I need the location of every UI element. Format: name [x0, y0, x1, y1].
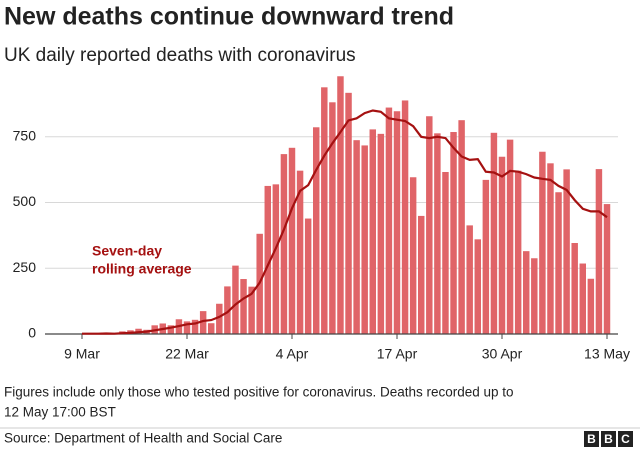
bar [313, 127, 320, 334]
bar [409, 177, 417, 334]
bar [345, 92, 352, 334]
bar [329, 102, 336, 334]
bar [426, 116, 433, 335]
bar [490, 132, 498, 334]
bar [563, 169, 570, 334]
bar [377, 133, 385, 334]
bar [288, 147, 296, 334]
bar [587, 278, 595, 334]
bar [498, 156, 506, 334]
bar [418, 215, 425, 334]
bar [531, 258, 538, 334]
note: 12 May 17:00 BST [4, 405, 116, 420]
bar [579, 263, 586, 334]
bar [434, 133, 441, 334]
y-tick-label: 750 [13, 127, 37, 143]
bar [337, 76, 344, 334]
x-tick-label: 4 Apr [276, 346, 309, 362]
logo: B B C [584, 431, 633, 447]
bar [232, 265, 239, 334]
bar [393, 111, 401, 334]
logo-box [584, 431, 599, 447]
bar [264, 185, 271, 334]
bar [240, 279, 247, 334]
bar [482, 179, 490, 334]
bar [224, 286, 231, 334]
bar [208, 323, 215, 334]
bar [248, 286, 255, 334]
annotation: Seven-day [92, 243, 162, 259]
bar [442, 171, 449, 334]
annotation: rolling average [92, 261, 192, 277]
bar [401, 100, 409, 335]
x-tick-label: 17 Apr [377, 346, 418, 362]
bar [595, 169, 603, 334]
bar [199, 311, 207, 334]
bar [216, 303, 223, 334]
bar [304, 218, 312, 334]
bar [369, 129, 376, 334]
bar [296, 170, 304, 334]
logo-letter: C [621, 432, 630, 446]
bar [523, 251, 530, 334]
bar [272, 184, 280, 334]
chart-subtitle: UK daily reported deaths with coronaviru… [4, 45, 356, 66]
bar [450, 132, 457, 334]
bar [361, 145, 368, 334]
bar [539, 151, 546, 334]
bar [506, 139, 514, 334]
bar [321, 87, 328, 334]
bar [183, 321, 191, 334]
logo-box [618, 431, 633, 447]
y-tick-label: 0 [28, 325, 36, 341]
bar [555, 192, 562, 334]
note: Figures include only those who tested po… [4, 385, 514, 400]
chart-title: New deaths continue downward trend [4, 3, 454, 31]
source: Source: Department of Health and Social … [4, 431, 282, 446]
y-tick-label: 250 [13, 259, 37, 275]
x-tick-label: 13 May [584, 346, 630, 362]
bar [571, 243, 578, 334]
y-tick-label: 500 [13, 193, 37, 209]
logo-box [601, 431, 616, 447]
bar [466, 225, 473, 334]
x-tick-label: 9 Mar [64, 346, 100, 362]
logo-letter: B [587, 432, 596, 446]
bar [385, 107, 393, 334]
bar [167, 325, 175, 334]
rolling-average-line [82, 109, 608, 335]
bar [458, 120, 465, 334]
bar [547, 163, 554, 334]
x-tick-label: 30 Apr [482, 346, 523, 362]
bar [280, 154, 288, 334]
x-tick-label: 22 Mar [165, 346, 209, 362]
bar [353, 140, 360, 334]
logo-letter: B [604, 432, 613, 446]
bar [474, 239, 481, 334]
bar [603, 204, 611, 334]
bar [514, 170, 522, 334]
bar [191, 319, 199, 334]
